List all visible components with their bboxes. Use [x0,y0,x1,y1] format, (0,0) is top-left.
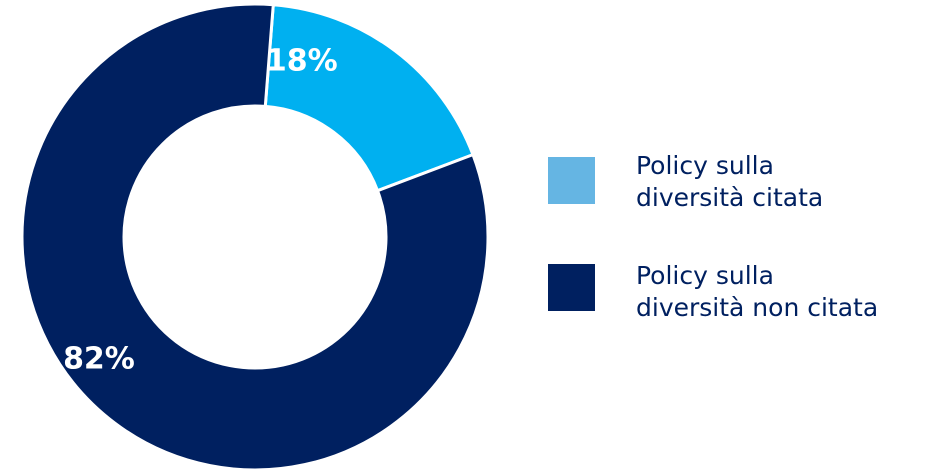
legend-label-line: Policy sulla [636,261,774,290]
chart-legend: Policy sulla diversità citata Policy sul… [548,150,938,370]
donut-slice-1 [20,2,490,470]
legend-label-diversity-cited: Policy sulla diversità citata [636,150,936,214]
legend-item-diversity-not-cited: Policy sulla diversità non citata [548,260,938,348]
legend-label-line: Policy sulla [636,151,774,180]
donut-slice-0 [263,3,475,193]
legend-swatch-diversity-cited [548,157,595,204]
data-label-0: 18% [266,44,338,79]
legend-item-diversity-cited: Policy sulla diversità citata [548,150,938,238]
legend-label-line: diversità citata [636,183,824,212]
data-label-1: 82% [63,341,135,376]
legend-label-line: diversità non citata [636,293,879,322]
legend-swatch-diversity-not-cited [548,264,595,311]
legend-label-diversity-not-cited: Policy sulla diversità non citata [636,260,936,324]
